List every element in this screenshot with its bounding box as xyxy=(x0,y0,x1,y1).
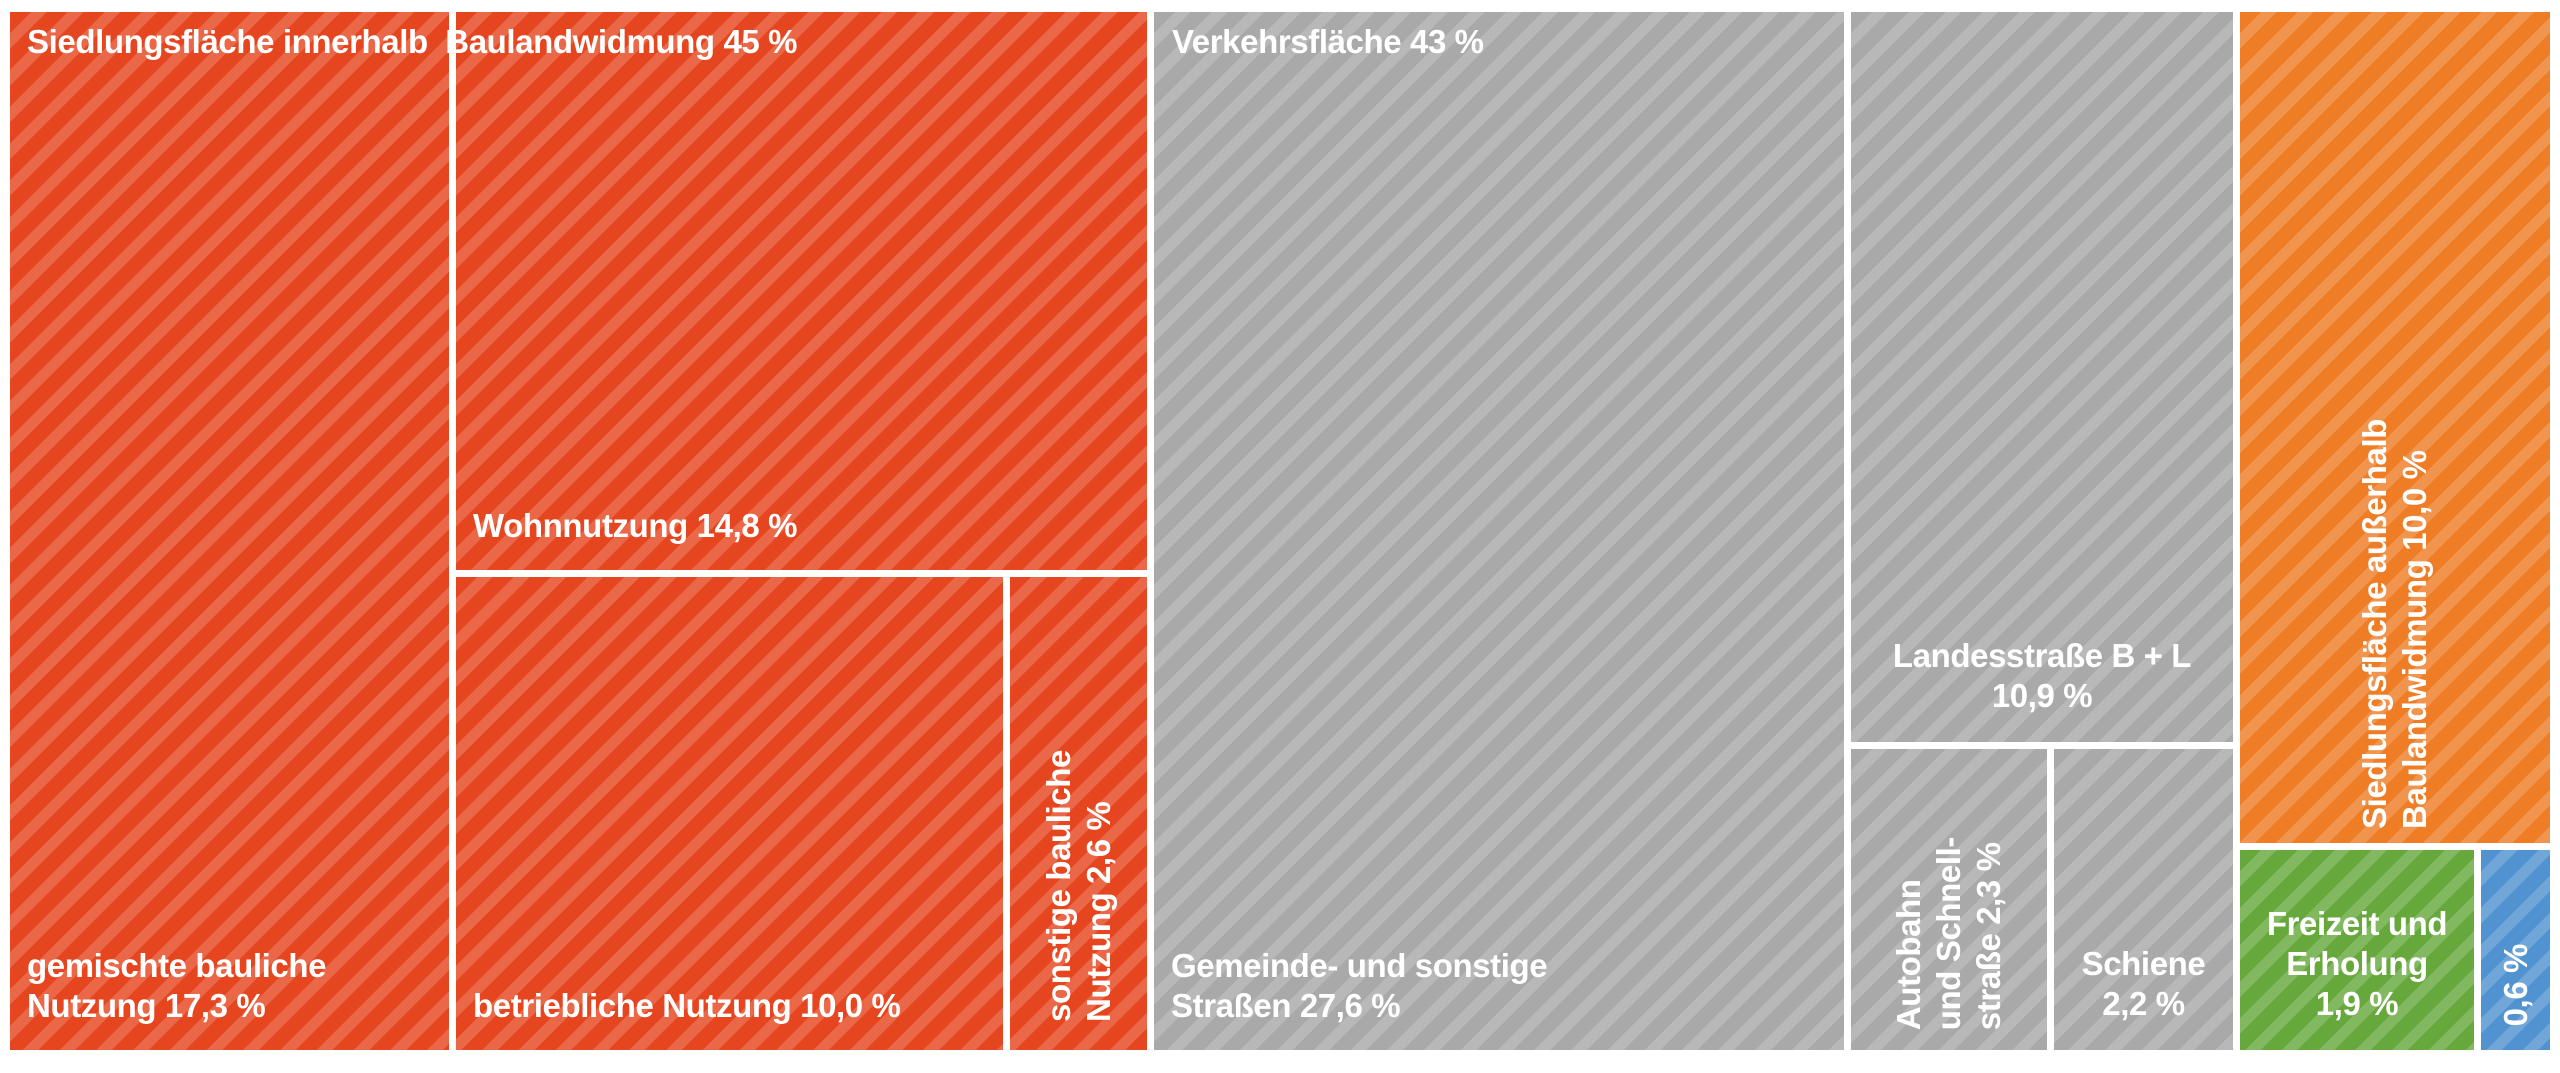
tile-label-ausserhalb: Siedlungsfläche außerhalb Baulandwidmung… xyxy=(2356,419,2433,829)
tile-sonstige-bauliche-nutzung: sonstige bauliche Nutzung 2,6 % xyxy=(1010,577,1147,1050)
tile-betriebliche-nutzung: betriebliche Nutzung 10,0 % xyxy=(456,577,1003,1050)
group-label-verkehrsflaeche: Verkehrsfläche 43 % xyxy=(1172,23,1484,60)
tile-label-autobahn: Autobahn und Schnell- straße 2,3 % xyxy=(1890,836,2007,1030)
group-label-siedlungsflaeche-innerhalb: Siedlungsfläche innerhalb Baulandwidmung… xyxy=(27,23,798,60)
tile-gemischte-bauliche-nutzung: gemischte bauliche Nutzung 17,3 % xyxy=(10,12,449,1050)
tile-label-gemischte: gemischte bauliche Nutzung 17,3 % xyxy=(27,947,327,1024)
tile-label-gemeinde: Gemeinde- und sonstige Straßen 27,6 % xyxy=(1171,947,1548,1024)
tile-gemeinde-und-sonstige-strassen: Gemeinde- und sonstige Straßen 27,6 % xyxy=(1154,12,1844,1050)
tile-schiene: Schiene 2,2 % xyxy=(2054,749,2233,1050)
tile-label-sonstige: sonstige bauliche Nutzung 2,6 % xyxy=(1039,750,1117,1022)
tile-label-wohnnutzung: Wohnnutzung 14,8 % xyxy=(473,507,798,544)
tile-label-betriebliche: betriebliche Nutzung 10,0 % xyxy=(473,987,901,1024)
tile-freizeit-und-erholung: Freizeit und Erholung 1,9 % xyxy=(2240,850,2474,1050)
tile-label-landesstrasse: Landesstraße B + L 10,9 % xyxy=(1892,637,2192,714)
tile-label-freizeit: Freizeit und Erholung 1,9 % xyxy=(2266,905,2448,1022)
tile-landesstrasse-b-l: Landesstraße B + L 10,9 % xyxy=(1851,12,2233,742)
tile-unlabeled-0-6-percent: 0,6 % xyxy=(2481,850,2550,1050)
tile-siedlungsflaeche-ausserhalb-baulandwidmung: Siedlungsfläche außerhalb Baulandwidmung… xyxy=(2240,12,2550,843)
tile-wohnnutzung: Wohnnutzung 14,8 % xyxy=(456,12,1147,570)
tile-autobahn-und-schnellstrasse: Autobahn und Schnell- straße 2,3 % xyxy=(1851,749,2047,1050)
tile-label-blue: 0,6 % xyxy=(2496,943,2534,1026)
tile-label-schiene: Schiene 2,2 % xyxy=(2081,945,2206,1022)
